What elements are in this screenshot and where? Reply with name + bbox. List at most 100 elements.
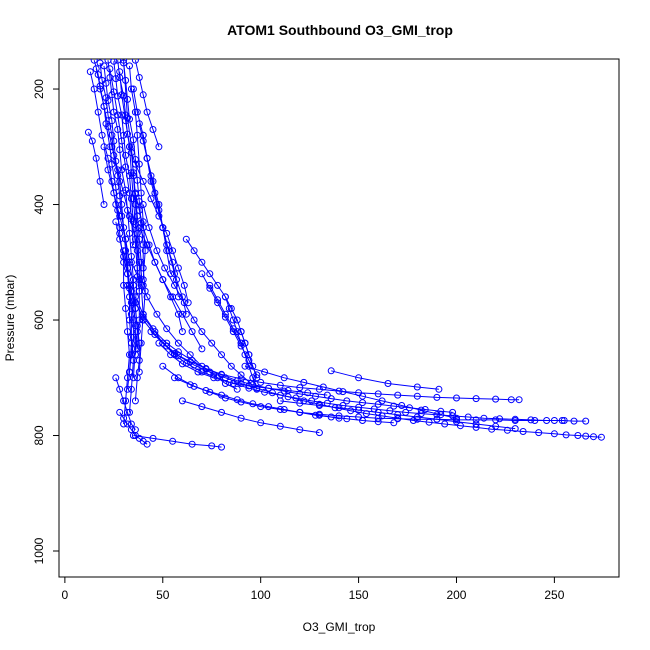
- profile-line: [109, 68, 134, 245]
- data-point: [122, 305, 130, 312]
- data-point: [249, 362, 257, 370]
- profile-line: [119, 71, 138, 303]
- data-point: [155, 143, 163, 151]
- profile-series: [135, 224, 206, 353]
- data-point: [122, 397, 130, 405]
- data-point: [409, 417, 417, 424]
- data-point: [122, 117, 130, 125]
- data-point: [131, 189, 139, 197]
- data-point: [126, 316, 133, 324]
- data-point: [84, 128, 92, 136]
- profile-line: [119, 412, 148, 445]
- profile-line: [280, 400, 516, 430]
- data-point: [98, 131, 106, 139]
- data-point: [127, 215, 135, 223]
- data-point: [129, 85, 137, 93]
- data-point: [190, 382, 198, 390]
- data-point: [249, 400, 257, 408]
- data-point: [126, 62, 133, 70]
- profile-series: [131, 59, 163, 151]
- data-point: [178, 397, 186, 405]
- data-point: [472, 420, 480, 428]
- data-point: [133, 247, 141, 255]
- data-point: [100, 143, 108, 151]
- profile-series: [147, 328, 523, 404]
- data-point: [174, 339, 182, 347]
- data-point: [106, 65, 114, 73]
- profile-line: [115, 377, 136, 430]
- data-point: [421, 406, 429, 413]
- data-point: [347, 407, 355, 415]
- data-point: [169, 247, 177, 255]
- data-point: [186, 358, 194, 366]
- data-point: [122, 151, 130, 159]
- data-point: [116, 235, 124, 243]
- data-point: [433, 393, 441, 401]
- data-point: [245, 384, 253, 392]
- data-point: [104, 97, 112, 105]
- data-point: [112, 218, 120, 226]
- data-point: [198, 328, 206, 336]
- data-point: [126, 281, 133, 289]
- data-point: [129, 316, 137, 324]
- data-point: [169, 293, 177, 301]
- data-point: [296, 426, 304, 434]
- data-point: [139, 131, 147, 139]
- data-point: [116, 385, 124, 393]
- data-point: [413, 392, 421, 400]
- data-point: [343, 415, 351, 423]
- data-point: [229, 316, 237, 324]
- data-point: [92, 65, 100, 73]
- data-point: [562, 431, 570, 439]
- data-point: [198, 270, 206, 278]
- data-point: [124, 385, 131, 393]
- data-point: [560, 417, 568, 424]
- data-point: [374, 390, 382, 398]
- data-point: [102, 79, 110, 87]
- data-point: [96, 177, 104, 185]
- data-point: [453, 394, 460, 402]
- data-point: [308, 397, 316, 405]
- data-point: [159, 339, 167, 347]
- data-point: [131, 351, 139, 359]
- data-point: [127, 169, 135, 177]
- data-point: [315, 410, 323, 418]
- chart-title: ATOM1 Southbound O3_GMI_trop: [227, 22, 453, 38]
- data-point: [433, 415, 441, 423]
- profile-line: [240, 331, 258, 378]
- data-point: [435, 385, 443, 393]
- data-point: [582, 432, 590, 440]
- data-point: [135, 224, 143, 232]
- data-point: [315, 402, 323, 409]
- data-point: [237, 375, 245, 383]
- data-point: [268, 389, 276, 397]
- data-point: [257, 378, 265, 386]
- data-point: [135, 356, 143, 364]
- data-point: [343, 397, 351, 405]
- data-point: [206, 281, 214, 289]
- data-point: [131, 59, 139, 64]
- data-point: [143, 440, 151, 448]
- data-point: [137, 339, 145, 347]
- data-point: [129, 374, 137, 382]
- data-point: [120, 414, 128, 422]
- data-point: [413, 415, 421, 423]
- data-point: [359, 392, 366, 400]
- profile-series: [221, 293, 261, 393]
- data-point: [178, 310, 186, 318]
- data-point: [276, 422, 284, 430]
- data-point: [257, 403, 265, 411]
- y-axis-label: Pressure (mbar): [3, 275, 17, 362]
- data-point: [221, 293, 229, 301]
- data-point: [218, 408, 225, 416]
- data-point: [208, 442, 216, 450]
- data-point: [135, 160, 143, 168]
- data-point: [417, 406, 425, 414]
- profile-line: [134, 60, 160, 147]
- data-point: [296, 408, 304, 416]
- data-point: [133, 108, 141, 116]
- data-point: [143, 293, 151, 301]
- plot-frame: [58, 58, 620, 578]
- profile-line: [142, 204, 252, 384]
